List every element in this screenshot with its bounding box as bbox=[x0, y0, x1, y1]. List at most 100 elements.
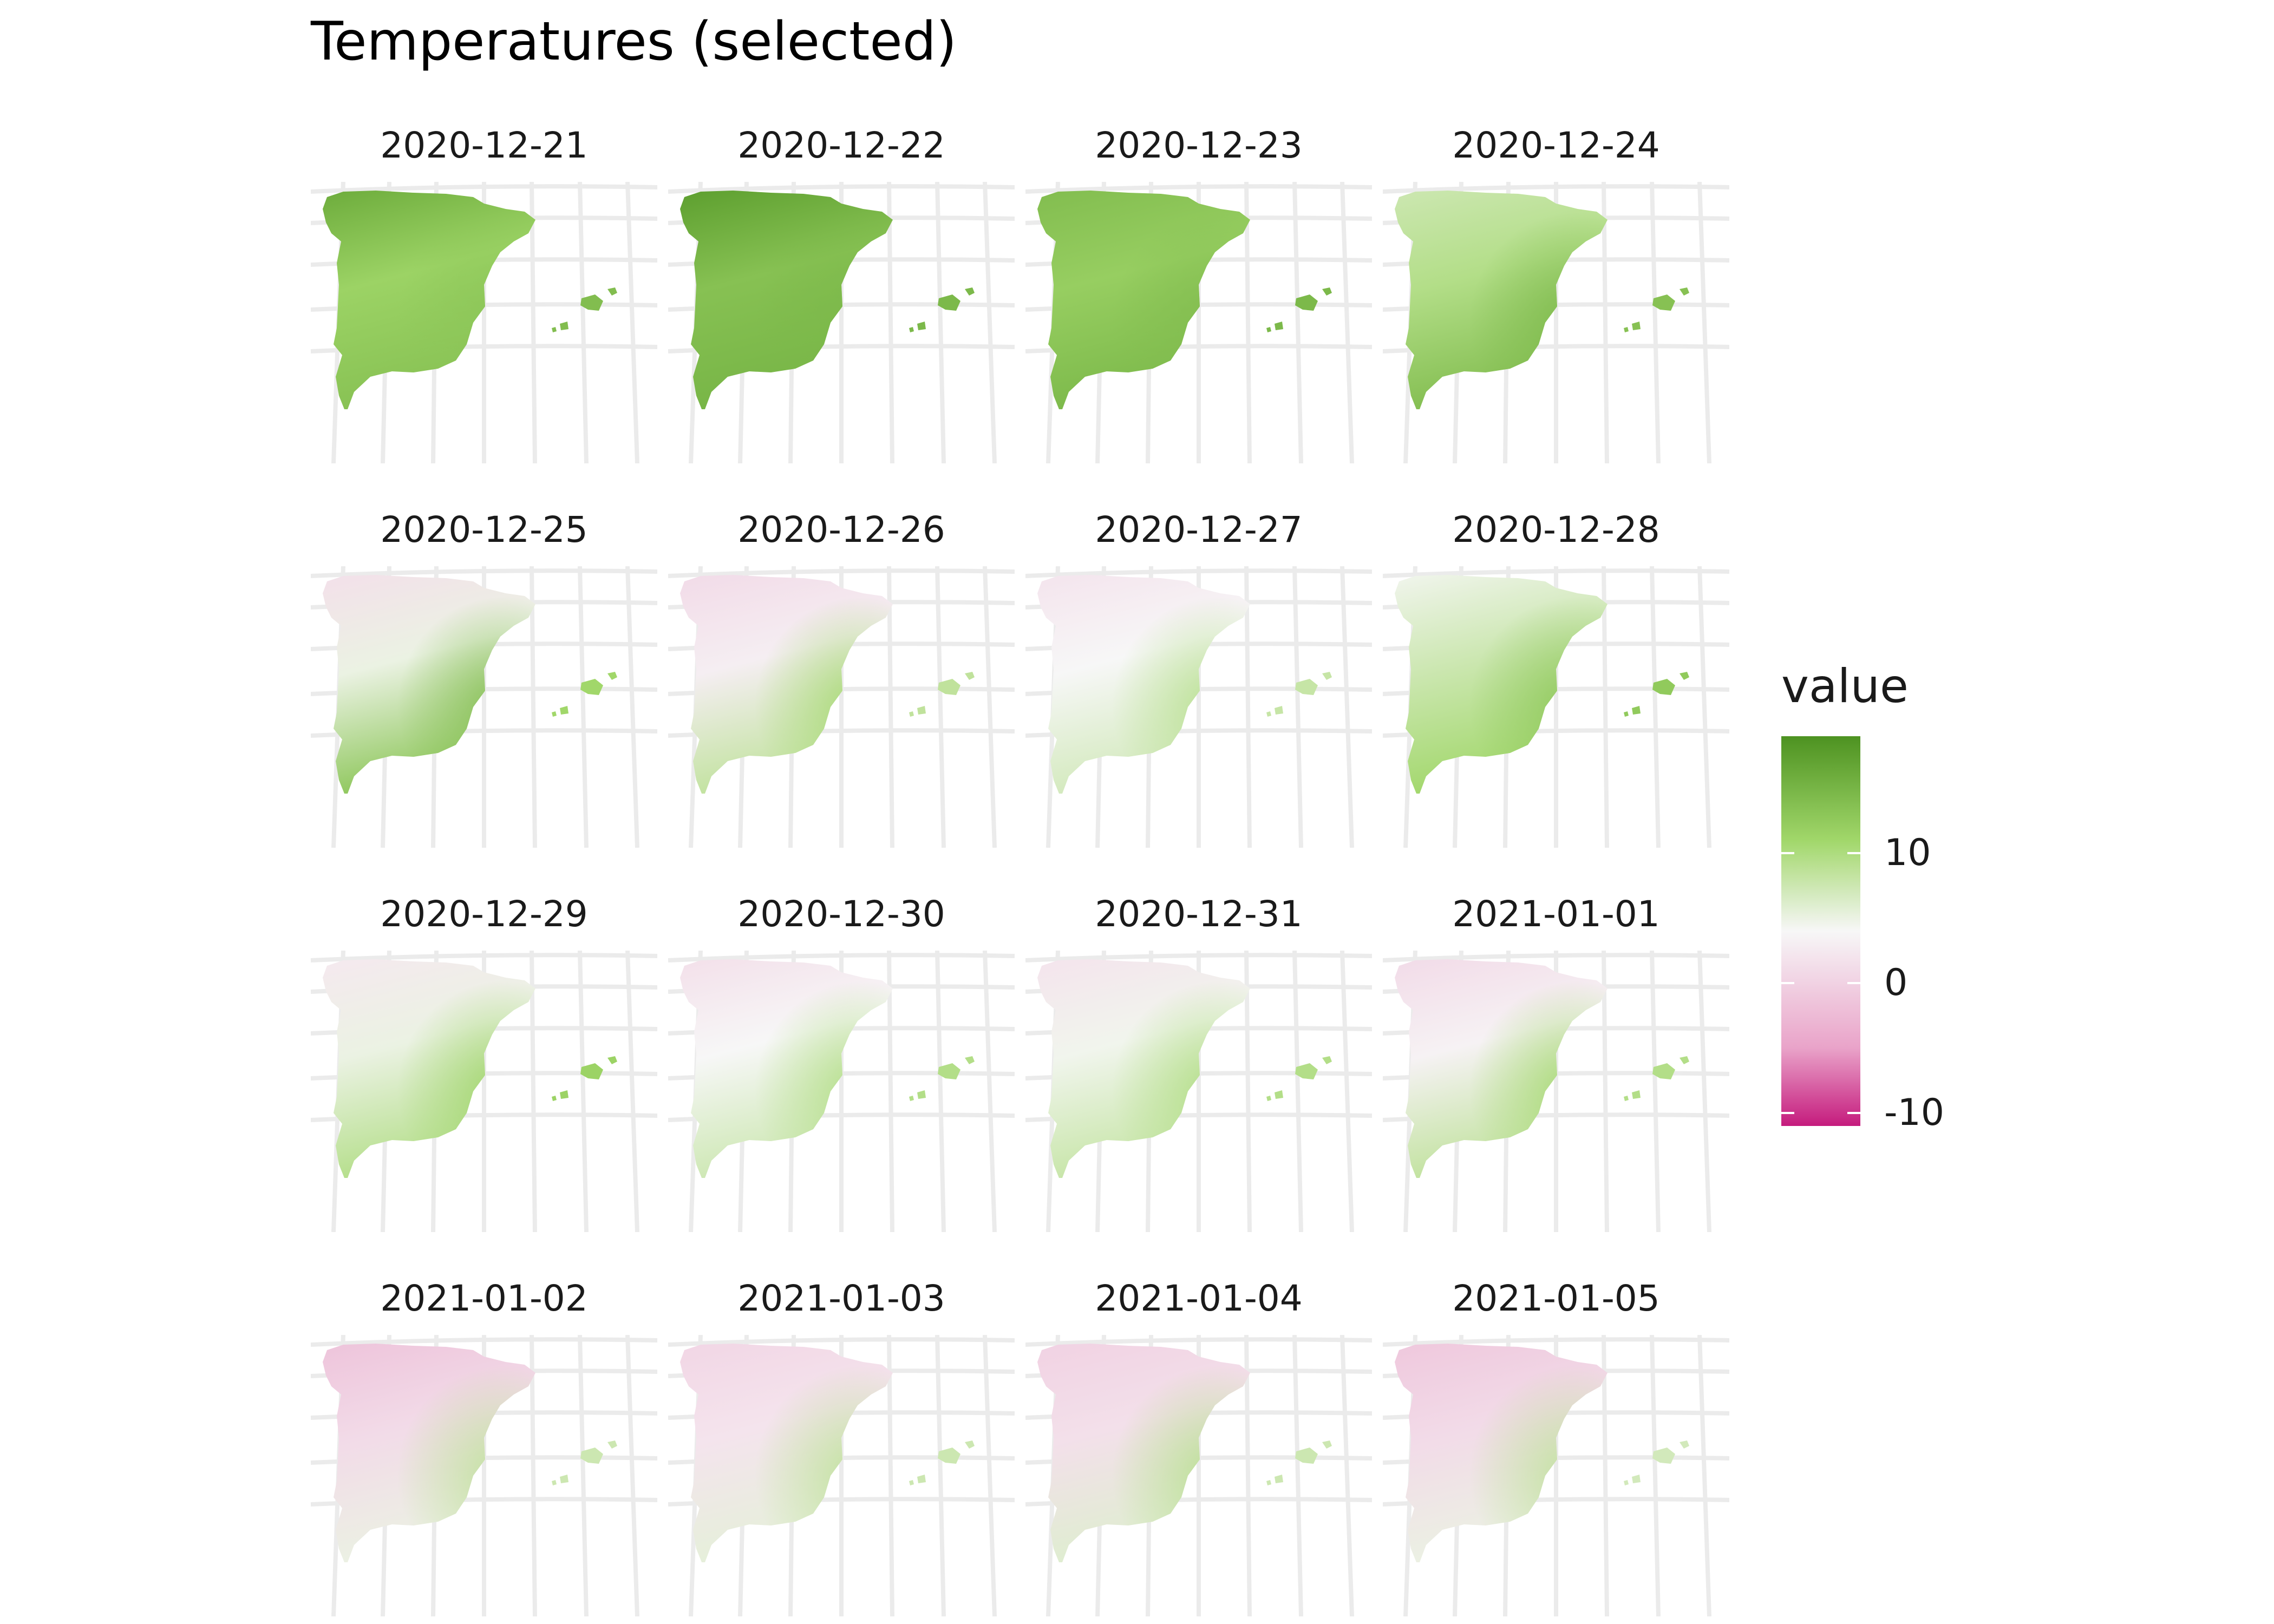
island-region bbox=[965, 287, 975, 296]
facet-strip-label: 2020-12-29 bbox=[380, 893, 588, 935]
legend-colorbar bbox=[1781, 736, 1860, 1126]
island-region bbox=[1322, 672, 1332, 680]
coastal-shading bbox=[1037, 1344, 1250, 1562]
facet-strip-label: 2020-12-28 bbox=[1452, 509, 1660, 551]
island-region bbox=[1295, 1448, 1318, 1464]
facet-strip-label: 2020-12-30 bbox=[737, 893, 945, 935]
spain-map bbox=[1383, 951, 1729, 1232]
island-region bbox=[1680, 287, 1689, 296]
island-region bbox=[1266, 1480, 1271, 1485]
coastal-shading bbox=[323, 191, 535, 409]
island-region bbox=[1266, 711, 1271, 717]
island-region bbox=[1624, 711, 1629, 717]
island-region bbox=[1652, 679, 1675, 695]
legend-tick-label: 10 bbox=[1884, 831, 1931, 874]
island-region bbox=[1652, 1063, 1675, 1079]
coastal-shading bbox=[1037, 575, 1250, 794]
island-region bbox=[1624, 1480, 1629, 1485]
facet-panel: 2020-12-30 bbox=[668, 896, 1015, 1232]
spain-map bbox=[668, 566, 1015, 848]
facet-panel: 2020-12-25 bbox=[311, 512, 657, 848]
island-region bbox=[965, 1056, 975, 1064]
island-region bbox=[1652, 1448, 1675, 1464]
spain-map bbox=[1383, 1335, 1729, 1616]
facet-panel: 2020-12-31 bbox=[1025, 896, 1372, 1232]
facet-panel: 2021-01-02 bbox=[311, 1281, 657, 1616]
island-region bbox=[917, 706, 926, 715]
spain-map bbox=[1025, 566, 1372, 848]
coastal-shading bbox=[1395, 959, 1608, 1178]
island-region bbox=[1295, 1063, 1318, 1079]
coastal-shading bbox=[323, 959, 535, 1178]
coastal-shading bbox=[680, 1344, 893, 1562]
island-region bbox=[1632, 1475, 1641, 1483]
facet-panel: 2021-01-05 bbox=[1383, 1281, 1729, 1616]
island-region bbox=[1680, 1440, 1689, 1449]
legend-title: value bbox=[1781, 659, 1909, 713]
island-region bbox=[1652, 294, 1675, 311]
facet-panel: 2020-12-26 bbox=[668, 512, 1015, 848]
island-region bbox=[909, 711, 914, 717]
island-region bbox=[580, 1448, 603, 1464]
spain-map bbox=[1383, 182, 1729, 463]
island-region bbox=[552, 1480, 557, 1485]
facet-strip-label: 2020-12-26 bbox=[737, 509, 945, 551]
coastal-shading bbox=[1037, 191, 1250, 409]
color-legend: value 10 0 -10 bbox=[1781, 663, 1998, 1150]
island-region bbox=[1624, 1096, 1629, 1101]
spain-map bbox=[1025, 182, 1372, 463]
coastal-shading bbox=[323, 1344, 535, 1562]
island-region bbox=[607, 287, 617, 296]
island-region bbox=[552, 327, 557, 332]
island-region bbox=[909, 1096, 914, 1101]
facet-panel: 2020-12-23 bbox=[1025, 128, 1372, 463]
facet-panel: 2020-12-22 bbox=[668, 128, 1015, 463]
legend-tick-mark bbox=[1781, 852, 1794, 854]
island-region bbox=[580, 1063, 603, 1079]
spain-map bbox=[311, 182, 657, 463]
island-region bbox=[580, 679, 603, 695]
facet-panel: 2020-12-21 bbox=[311, 128, 657, 463]
spain-map bbox=[311, 1335, 657, 1616]
facet-panel: 2020-12-28 bbox=[1383, 512, 1729, 848]
island-region bbox=[1680, 672, 1689, 680]
legend-tick-mark bbox=[1847, 1112, 1860, 1114]
facet-strip-label: 2020-12-31 bbox=[1095, 893, 1303, 935]
island-region bbox=[917, 322, 926, 330]
facet-panel: 2021-01-01 bbox=[1383, 896, 1729, 1232]
island-region bbox=[1275, 1090, 1283, 1099]
island-region bbox=[607, 1056, 617, 1064]
legend-tick-mark bbox=[1847, 982, 1860, 984]
spain-map bbox=[1025, 951, 1372, 1232]
island-region bbox=[917, 1090, 926, 1099]
spain-map bbox=[1025, 1335, 1372, 1616]
coastal-shading bbox=[680, 191, 893, 409]
island-region bbox=[938, 679, 960, 695]
legend-tick-mark bbox=[1781, 1112, 1794, 1114]
legend-tick-label: 0 bbox=[1884, 961, 1908, 1004]
spain-map bbox=[668, 1335, 1015, 1616]
coastal-shading bbox=[1395, 191, 1608, 409]
spain-map bbox=[668, 182, 1015, 463]
island-region bbox=[1266, 327, 1271, 332]
island-region bbox=[1624, 327, 1629, 332]
legend-gradient bbox=[1781, 736, 1860, 1126]
coastal-shading bbox=[1395, 1344, 1608, 1562]
spain-map bbox=[311, 566, 657, 848]
coastal-shading bbox=[680, 575, 893, 794]
facet-panel: 2020-12-29 bbox=[311, 896, 657, 1232]
coastal-shading bbox=[1037, 959, 1250, 1178]
island-region bbox=[560, 1090, 568, 1099]
facet-panel: 2021-01-04 bbox=[1025, 1281, 1372, 1616]
facet-strip-label: 2020-12-22 bbox=[737, 125, 945, 166]
island-region bbox=[560, 706, 568, 715]
legend-tick-mark bbox=[1781, 982, 1794, 984]
island-region bbox=[560, 1475, 568, 1483]
facet-strip-label: 2021-01-01 bbox=[1452, 893, 1660, 935]
facet-strip-label: 2021-01-04 bbox=[1095, 1278, 1303, 1319]
island-region bbox=[1632, 322, 1641, 330]
coastal-shading bbox=[1395, 575, 1608, 794]
facet-strip-label: 2020-12-25 bbox=[380, 509, 588, 551]
island-region bbox=[580, 294, 603, 311]
facet-strip-label: 2021-01-03 bbox=[737, 1278, 945, 1319]
